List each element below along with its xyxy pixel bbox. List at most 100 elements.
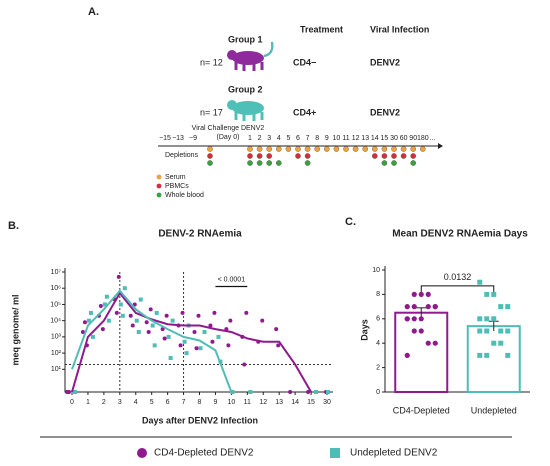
timeline-arrow <box>438 143 443 149</box>
x-tick-label: Undepleted <box>471 405 517 415</box>
data-point <box>208 323 213 328</box>
mean-line <box>71 291 312 393</box>
data-point <box>432 340 438 346</box>
sample-dot <box>314 146 321 152</box>
legend-label: PBMCs <box>165 183 189 190</box>
data-point <box>134 318 139 323</box>
data-point <box>154 310 159 315</box>
timeline-day: 5 <box>286 135 290 142</box>
data-point <box>73 390 77 394</box>
sample-dot <box>391 146 397 152</box>
sample-dot <box>391 160 397 166</box>
data-point <box>80 330 85 334</box>
timeline-day: 180 <box>417 135 429 142</box>
legend-marker <box>137 448 147 458</box>
sample-dot <box>323 146 330 152</box>
legend-label: Whole blood <box>165 192 204 199</box>
panel-label: A. <box>88 6 99 18</box>
data-point <box>484 316 490 322</box>
x-tick-label: 3 <box>118 399 122 406</box>
y-tick-label: 10⁷ <box>51 269 62 276</box>
monkey-icon <box>227 41 274 121</box>
data-point <box>116 274 121 279</box>
y-axis-label: meq genome/ ml <box>10 294 20 365</box>
x-tick-label: 11 <box>244 399 251 406</box>
data-point <box>152 343 157 348</box>
x-axis-label: Days after DENV2 Infection <box>142 415 258 425</box>
sample-dot <box>247 160 253 166</box>
data-point <box>404 304 410 310</box>
sample-dot <box>207 160 213 166</box>
data-point <box>122 286 127 291</box>
data-point <box>411 328 417 334</box>
sample-dot <box>400 153 407 159</box>
data-point <box>184 351 189 356</box>
y-tick-label: 10⁴ <box>50 318 61 325</box>
monkey-body <box>232 51 264 65</box>
timeline-day: 9 <box>325 135 329 142</box>
y-tick-label: 10⁶ <box>50 285 61 292</box>
y-tick-label: 10² <box>51 350 62 357</box>
timeline-pre-day: −15 <box>159 135 171 142</box>
legend-label: Serum <box>165 174 186 181</box>
data-point <box>411 291 417 297</box>
sample-dot <box>266 160 273 166</box>
data-point <box>505 328 511 334</box>
data-point <box>166 334 171 339</box>
group-treatment: CD4− <box>293 57 316 67</box>
data-point <box>138 297 143 302</box>
data-point <box>477 316 483 322</box>
data-point <box>484 352 490 358</box>
data-point <box>425 291 431 297</box>
data-point <box>86 318 91 323</box>
data-point <box>505 304 511 310</box>
data-point <box>477 328 483 334</box>
data-point <box>244 310 249 315</box>
x-tick-label: 8 <box>198 399 202 406</box>
p-value: 0.0132 <box>444 272 472 282</box>
y-axis-label: Days <box>359 319 369 341</box>
legend-label: Undepleted DENV2 <box>350 448 438 459</box>
sample-dot <box>391 153 397 159</box>
data-point <box>118 302 123 307</box>
sample-dot <box>275 160 282 166</box>
sample-dot <box>207 146 213 152</box>
y-tick-label: 2 <box>376 364 380 371</box>
data-point <box>260 318 265 323</box>
data-point <box>228 318 233 323</box>
data-point <box>276 343 281 348</box>
x-tick-label: 10 <box>227 399 235 406</box>
data-point <box>162 336 167 341</box>
data-point <box>248 390 253 394</box>
depletions-label: Depletions <box>165 152 199 159</box>
data-point <box>196 313 201 318</box>
y-tick-label: 10 <box>372 267 380 274</box>
data-point <box>164 313 169 318</box>
data-point <box>82 320 87 325</box>
legend-dot <box>156 174 162 180</box>
sample-dot <box>381 153 388 159</box>
group-infection: DENV2 <box>370 57 400 67</box>
data-point <box>100 327 105 332</box>
data-point <box>491 316 497 322</box>
panel-a: Group 1 n= 12 CD4− DENV2 Group 2 n= 17 CD4+ DEN… <box>156 34 443 199</box>
legend-marker <box>330 448 340 458</box>
sample-dot <box>256 146 263 152</box>
data-point <box>144 320 149 325</box>
data-point <box>484 291 490 297</box>
data-point <box>491 340 497 346</box>
panel-label: B. <box>8 220 19 232</box>
data-point <box>230 390 235 394</box>
data-point <box>326 390 330 394</box>
data-point <box>90 334 95 339</box>
timeline-day: 11 <box>342 135 349 142</box>
data-point <box>67 390 71 394</box>
chart-title: DENV-2 RNAemia <box>158 229 242 240</box>
monkey-icon <box>227 41 274 71</box>
data-point <box>404 352 410 358</box>
data-point <box>288 390 293 394</box>
sample-dot <box>304 160 311 166</box>
x-tick-label: 7 <box>182 399 186 406</box>
legend-dot <box>156 192 162 198</box>
y-tick-label: 10⁵ <box>50 301 61 308</box>
